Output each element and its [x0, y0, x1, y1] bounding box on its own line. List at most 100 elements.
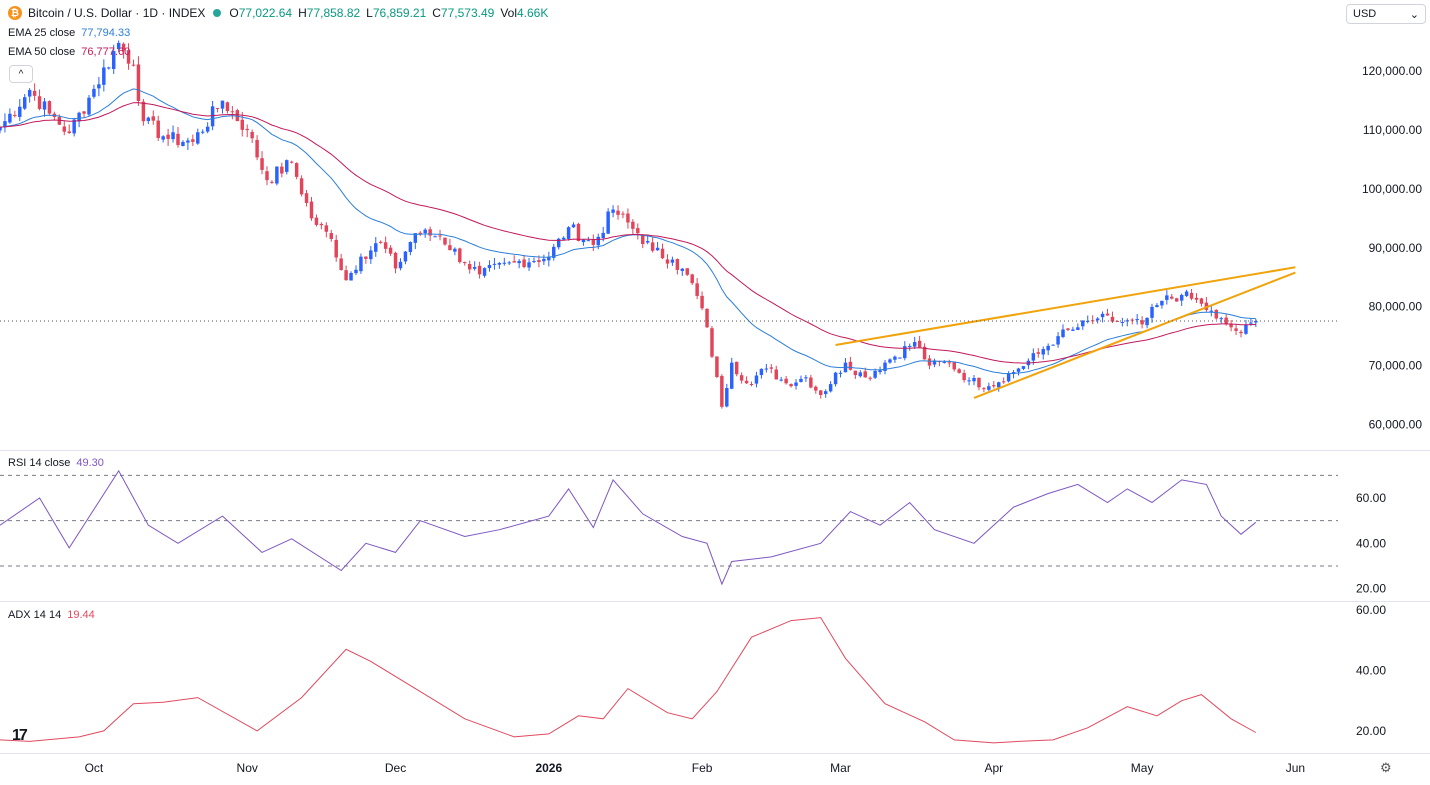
candle-body: [383, 242, 388, 249]
candle-body: [304, 193, 309, 203]
candle-body: [754, 375, 759, 384]
candle-body: [265, 171, 269, 181]
candle-body: [1244, 324, 1248, 334]
candle-body: [670, 259, 675, 263]
candle-body: [1066, 328, 1070, 330]
candle-body: [497, 262, 502, 265]
volume-label: Vol: [500, 6, 517, 20]
candle-body: [1254, 320, 1258, 323]
candle-body: [314, 217, 319, 225]
candle-body: [917, 340, 922, 348]
rsi-value: 49.30: [76, 457, 104, 469]
candle-body: [789, 384, 793, 387]
candle-body: [700, 295, 704, 309]
candle-body: [1120, 322, 1125, 324]
candle-body: [42, 101, 47, 110]
tradingview-logo[interactable]: 17: [12, 727, 28, 744]
candle-body: [784, 378, 788, 384]
candle-body: [1214, 309, 1219, 319]
candle-body: [196, 132, 200, 144]
candle-body: [552, 246, 556, 258]
ema50-legend[interactable]: EMA 50 close 76,777.60: [8, 46, 136, 58]
price-tick-label: 110,000.00: [1363, 123, 1422, 137]
candle-body: [22, 97, 27, 109]
adx-value: 19.44: [67, 609, 95, 621]
candle-body: [804, 377, 808, 379]
candle-body: [0, 127, 2, 131]
candle-body: [641, 234, 645, 245]
candle-body: [819, 390, 823, 396]
candle-body: [888, 359, 892, 363]
candle-body: [364, 256, 368, 259]
candle-body: [438, 235, 442, 237]
candle-body: [344, 270, 348, 281]
candle-body: [1021, 366, 1026, 369]
candle-body: [1041, 349, 1045, 355]
currency-select[interactable]: USD ⌄: [1346, 4, 1426, 24]
candle-body: [660, 248, 665, 259]
candle-body: [957, 369, 961, 373]
adx-legend[interactable]: ADX 14 14 19.44: [8, 609, 101, 621]
time-tick-label: 2026: [535, 761, 562, 775]
candle-body: [695, 283, 699, 296]
candle-body: [655, 247, 660, 251]
candle-body: [210, 106, 215, 127]
candle-body: [947, 362, 952, 364]
candle-body: [1199, 298, 1204, 304]
candle-body: [942, 361, 947, 363]
candle-body: [566, 227, 571, 239]
candle-body: [1110, 316, 1115, 322]
gear-icon[interactable]: ⚙: [1380, 760, 1392, 775]
collapse-legend-button[interactable]: ^: [9, 65, 33, 83]
candle-body: [833, 372, 838, 385]
candle-body: [8, 113, 12, 123]
candle-body: [828, 384, 833, 392]
price-tick-label: 90,000.00: [1369, 241, 1423, 255]
candle-body: [838, 372, 843, 374]
candle-body: [645, 240, 650, 243]
candle-body: [606, 211, 610, 234]
candle-body: [1036, 352, 1041, 354]
candle-body: [1105, 313, 1110, 316]
candle-body: [398, 261, 403, 269]
time-tick-label: Nov: [237, 761, 258, 775]
adx-tick-label: 60.00: [1356, 603, 1386, 617]
candle-body: [522, 259, 526, 268]
candle-body: [403, 251, 408, 262]
candle-body: [186, 140, 190, 143]
open-label: O: [229, 6, 239, 20]
candle-body: [685, 268, 689, 275]
candle-body: [769, 367, 774, 369]
symbol-title[interactable]: Bitcoin / U.S. Dollar · 1D · INDEX: [28, 6, 206, 20]
candle-body: [359, 256, 363, 272]
candle-body: [1046, 345, 1050, 351]
price-tick-label: 120,000.00: [1362, 64, 1422, 78]
candle-body: [863, 371, 867, 378]
candle-body: [739, 375, 744, 381]
candle-body: [319, 223, 324, 226]
candle-body: [982, 388, 986, 390]
candle-body: [27, 90, 32, 97]
candle-body: [487, 265, 492, 269]
candle-body: [47, 101, 52, 114]
candle-body: [779, 379, 783, 381]
close-label: C: [432, 6, 441, 20]
candle-body: [141, 101, 146, 122]
candle-body: [690, 274, 694, 284]
candle-body: [1160, 300, 1164, 306]
candle-body: [586, 240, 591, 242]
candle-body: [285, 160, 289, 172]
candle-body: [245, 128, 249, 131]
candle-body: [601, 232, 605, 239]
candle-body: [443, 237, 447, 245]
candle-body: [730, 362, 734, 389]
candle-body: [240, 119, 244, 130]
adx-line: [0, 617, 1257, 744]
candle-body: [191, 139, 195, 142]
candle-body: [1194, 297, 1199, 300]
ema25-legend[interactable]: EMA 25 close 77,794.33: [8, 27, 136, 39]
rsi-legend[interactable]: RSI 14 close 49.30: [8, 457, 110, 469]
candle-body: [893, 356, 897, 360]
candle-body: [502, 262, 507, 264]
